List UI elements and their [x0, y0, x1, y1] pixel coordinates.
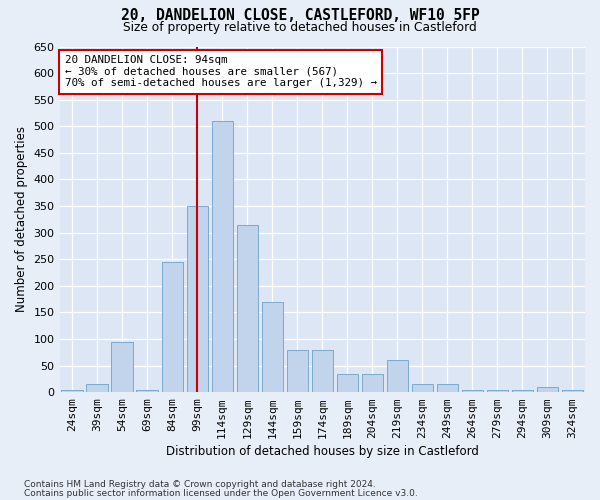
Bar: [562, 390, 583, 392]
Bar: [462, 390, 483, 392]
Bar: [487, 390, 508, 392]
Text: 20 DANDELION CLOSE: 94sqm
← 30% of detached houses are smaller (567)
70% of semi: 20 DANDELION CLOSE: 94sqm ← 30% of detac…: [65, 55, 377, 88]
Bar: [136, 390, 158, 392]
Bar: [437, 384, 458, 392]
Bar: [86, 384, 108, 392]
Bar: [537, 387, 558, 392]
Bar: [262, 302, 283, 392]
Bar: [187, 206, 208, 392]
Bar: [512, 390, 533, 392]
Bar: [337, 374, 358, 392]
Bar: [236, 224, 258, 392]
Text: 20, DANDELION CLOSE, CASTLEFORD, WF10 5FP: 20, DANDELION CLOSE, CASTLEFORD, WF10 5F…: [121, 8, 479, 22]
Bar: [287, 350, 308, 392]
Text: Size of property relative to detached houses in Castleford: Size of property relative to detached ho…: [123, 21, 477, 34]
Bar: [161, 262, 183, 392]
Bar: [112, 342, 133, 392]
Bar: [212, 121, 233, 392]
Bar: [387, 360, 408, 392]
Bar: [311, 350, 333, 392]
Y-axis label: Number of detached properties: Number of detached properties: [15, 126, 28, 312]
Bar: [61, 390, 83, 392]
X-axis label: Distribution of detached houses by size in Castleford: Distribution of detached houses by size …: [166, 444, 479, 458]
Bar: [362, 374, 383, 392]
Bar: [412, 384, 433, 392]
Text: Contains public sector information licensed under the Open Government Licence v3: Contains public sector information licen…: [24, 489, 418, 498]
Text: Contains HM Land Registry data © Crown copyright and database right 2024.: Contains HM Land Registry data © Crown c…: [24, 480, 376, 489]
